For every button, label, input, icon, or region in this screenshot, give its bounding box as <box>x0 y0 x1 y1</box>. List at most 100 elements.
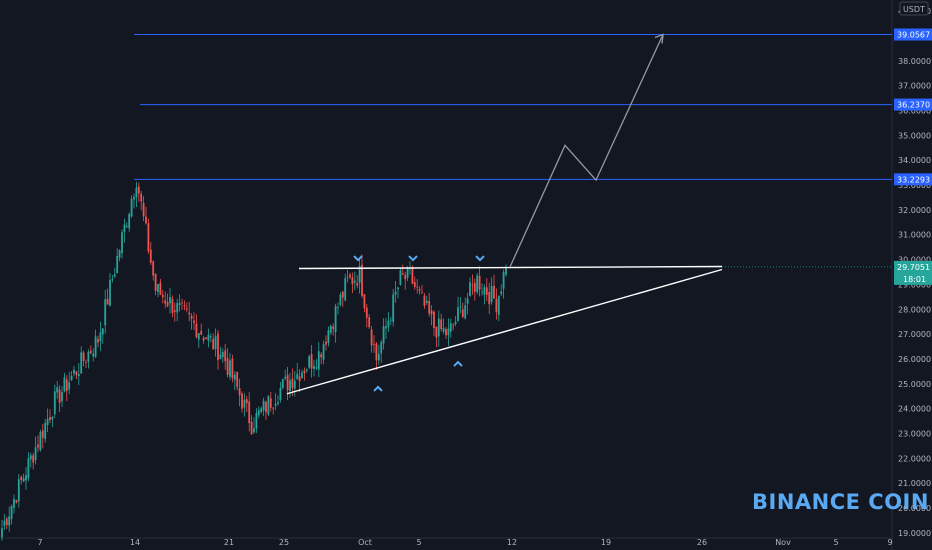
candle-body <box>301 372 303 379</box>
candle-body <box>99 332 102 342</box>
candle-body <box>262 400 265 411</box>
candle-body <box>370 329 373 346</box>
candle-body <box>231 358 234 379</box>
candle-body <box>101 328 104 335</box>
candle-body <box>265 401 267 413</box>
candle-body <box>349 274 351 278</box>
projection-arrow <box>509 33 664 268</box>
horizontal-levels <box>134 34 892 268</box>
candle-body <box>65 379 68 391</box>
candle-body <box>397 287 399 290</box>
candle-body <box>363 294 366 309</box>
candle-body <box>46 418 49 426</box>
candle-body <box>310 354 313 369</box>
candle-body <box>385 326 387 329</box>
candle-body <box>152 261 155 276</box>
candle-body <box>469 282 471 297</box>
candle-body <box>389 319 392 321</box>
candle-body <box>238 387 241 396</box>
price-tick-label: 26.0000 <box>898 355 931 364</box>
price-tick-label: 24.0000 <box>898 405 931 414</box>
candle-body <box>68 382 71 390</box>
candle-body <box>353 280 356 283</box>
candle-body <box>409 268 411 270</box>
candle-body <box>325 341 327 345</box>
candle-body <box>305 369 308 371</box>
candle-body <box>293 380 296 389</box>
candle-body <box>3 520 6 526</box>
price-tick-label: 27.0000 <box>898 330 931 339</box>
candle-body <box>147 223 150 252</box>
candle-body <box>473 282 476 292</box>
candle-body <box>51 417 54 420</box>
candle-body <box>313 365 315 369</box>
candle-body <box>267 395 270 415</box>
candle-body <box>269 398 272 408</box>
candle-body <box>10 506 13 519</box>
candle-body <box>440 319 443 330</box>
candle-body <box>428 300 431 314</box>
candle-body <box>253 428 255 433</box>
candle-body <box>229 360 231 377</box>
candle-body <box>277 402 279 404</box>
candle-body <box>121 232 123 254</box>
candle-body <box>368 317 371 328</box>
candle-body <box>418 288 421 291</box>
candle-body <box>212 338 215 350</box>
candle-body <box>406 267 409 278</box>
candle-body <box>430 310 433 315</box>
candle-body <box>8 516 11 526</box>
level-price-tag-text: 39.0567 <box>897 31 930 40</box>
candle-body <box>377 353 380 361</box>
candle-body <box>490 285 493 303</box>
candle-body <box>447 328 450 336</box>
candle-body <box>214 336 217 349</box>
candle-body <box>109 280 111 306</box>
price-tick-label: 36.0000 <box>898 106 931 115</box>
candle-body <box>322 344 325 360</box>
time-tick-label: 5 <box>833 538 838 547</box>
candle-body <box>457 307 459 321</box>
candle-body <box>188 312 191 315</box>
grid <box>0 0 893 550</box>
candle-body <box>41 430 44 438</box>
time-tick-label: 19 <box>601 538 611 547</box>
price-tick-label: 25.0000 <box>898 380 931 389</box>
level-price-tag <box>894 98 932 111</box>
candle-body <box>56 387 59 393</box>
price-tick-label: 29.0000 <box>898 280 931 289</box>
candle-body <box>224 350 227 362</box>
candle-body <box>488 292 491 305</box>
candle-body <box>298 376 301 382</box>
candle-body <box>241 393 243 409</box>
candle-body <box>401 273 404 275</box>
candle-body <box>435 326 438 338</box>
candle-body <box>296 373 299 380</box>
currency-box <box>899 1 929 16</box>
price-tick-label: 22.0000 <box>898 454 931 463</box>
candle-body <box>500 291 503 294</box>
candle-body <box>106 298 109 305</box>
candle-body <box>437 318 440 337</box>
candle-body <box>260 408 263 413</box>
candle-body <box>159 282 162 295</box>
candle-body <box>183 305 186 307</box>
time-axis[interactable]: 7 14 21 25 Oct 5 12 19 26 Nov 5 9 <box>37 538 892 547</box>
candle-body <box>421 291 423 293</box>
candles <box>1 181 507 541</box>
candle-body <box>70 375 73 381</box>
candle-body <box>123 224 126 233</box>
candle-body <box>459 306 462 308</box>
price-axis[interactable]: 19.0000 20.0000 21.0000 22.0000 23.0000 24.00… <box>898 1 931 538</box>
candle-body <box>255 413 258 429</box>
candle-body <box>157 283 159 293</box>
candle-body <box>145 216 147 224</box>
candle-body <box>257 410 260 416</box>
candle-body <box>471 284 474 286</box>
candle-body <box>495 298 498 313</box>
candle-body <box>195 323 198 338</box>
candle-body <box>173 310 176 312</box>
resistance-line <box>298 265 723 270</box>
